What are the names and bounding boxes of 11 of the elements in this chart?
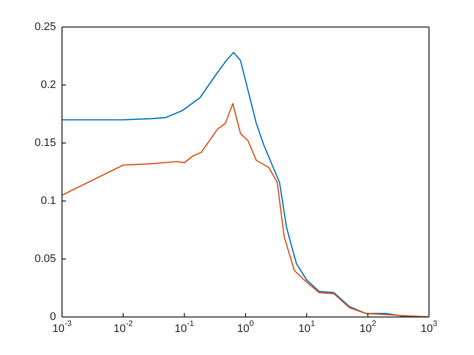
- y-tick-label: 0.05: [34, 253, 56, 265]
- x-tick-label: 10$^{0}$: [237, 319, 254, 336]
- y-tick-label: 0.15: [34, 137, 56, 149]
- x-tick-label: 10$^{-2}$: [113, 319, 134, 336]
- x-tick-label: 10$^{2}$: [359, 319, 377, 336]
- x-tick-label: 10$^{-1}$: [174, 319, 195, 336]
- y-tick-label: 0.25: [34, 21, 56, 33]
- y-tick-label: 0.1: [40, 195, 56, 207]
- x-tick-label: 10$^{1}$: [298, 319, 316, 336]
- y-tick-label: 0.2: [40, 79, 56, 91]
- x-tick-label: 10$^{3}$: [420, 319, 438, 336]
